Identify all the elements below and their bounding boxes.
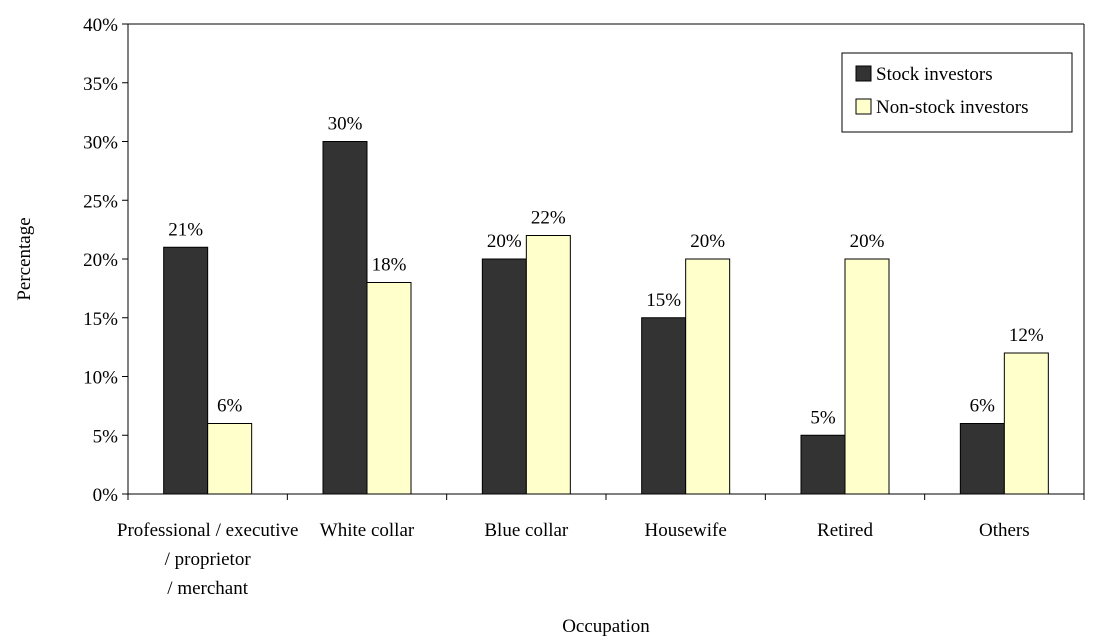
bar-stock: [163, 246, 209, 495]
y-tick-label: 15%: [83, 309, 118, 330]
bar-non-stock: [844, 258, 890, 495]
y-tick-label: 25%: [83, 191, 118, 212]
legend: Stock investors Non-stock investors: [841, 52, 1073, 133]
bar-stock: [800, 434, 846, 495]
legend-swatch: [855, 98, 872, 115]
y-tick-label: 35%: [83, 74, 118, 95]
bar-stock: [641, 317, 687, 495]
category-labels: Professional / executive / proprietor / me…: [117, 520, 1030, 599]
y-axis-title: Percentage: [14, 217, 35, 300]
y-tick-label: 30%: [83, 133, 118, 154]
data-labels: 21% 6% 30% 18% 20% 22% 15% 20% 5% 20% 6% 12%: [168, 114, 1044, 429]
y-axis: 0% 5% 10% 15% 20% 25% 30% 35% 40%: [83, 15, 1085, 506]
category-label: Blue collar: [484, 520, 569, 541]
data-label: 12%: [1009, 325, 1044, 346]
data-label: 18%: [372, 255, 407, 276]
bar-non-stock: [525, 235, 571, 495]
bar-non-stock: [207, 423, 253, 495]
data-label: 20%: [487, 231, 522, 252]
y-tick-label: 0%: [93, 485, 119, 506]
category-label: / merchant: [167, 578, 248, 599]
category-label: Housewife: [645, 520, 727, 541]
data-label: 22%: [531, 208, 566, 229]
legend-box: [841, 52, 1073, 133]
y-tick-label: 10%: [83, 368, 118, 389]
category-label: / proprietor: [165, 549, 252, 570]
category-label: Others: [979, 520, 1030, 541]
bar-non-stock: [366, 282, 412, 495]
bar-stock: [322, 141, 368, 495]
category-label: Retired: [817, 520, 873, 541]
y-tick-label: 5%: [93, 426, 119, 447]
data-label: 20%: [850, 231, 885, 252]
data-label: 21%: [168, 219, 203, 240]
y-tick-label: 20%: [83, 250, 118, 271]
data-label: 6%: [970, 396, 996, 417]
bar-stock: [959, 423, 1005, 495]
data-label: 15%: [646, 290, 681, 311]
y-tick-label: 40%: [83, 15, 118, 36]
x-axis-title: Occupation: [562, 616, 650, 637]
data-label: 5%: [810, 407, 836, 428]
legend-swatch: [855, 65, 872, 82]
bar-stock: [481, 258, 527, 495]
category-label: Professional / executive: [117, 520, 299, 541]
data-label: 20%: [690, 231, 725, 252]
x-axis: [127, 493, 1085, 500]
category-label: White collar: [320, 520, 415, 541]
bar-non-stock: [685, 258, 731, 495]
bars: [163, 141, 1049, 495]
legend-label: Stock investors: [876, 64, 993, 85]
bar-non-stock: [1003, 352, 1049, 495]
legend-label: Non-stock investors: [876, 97, 1029, 118]
data-label: 6%: [217, 396, 243, 417]
data-label: 30%: [328, 114, 363, 135]
